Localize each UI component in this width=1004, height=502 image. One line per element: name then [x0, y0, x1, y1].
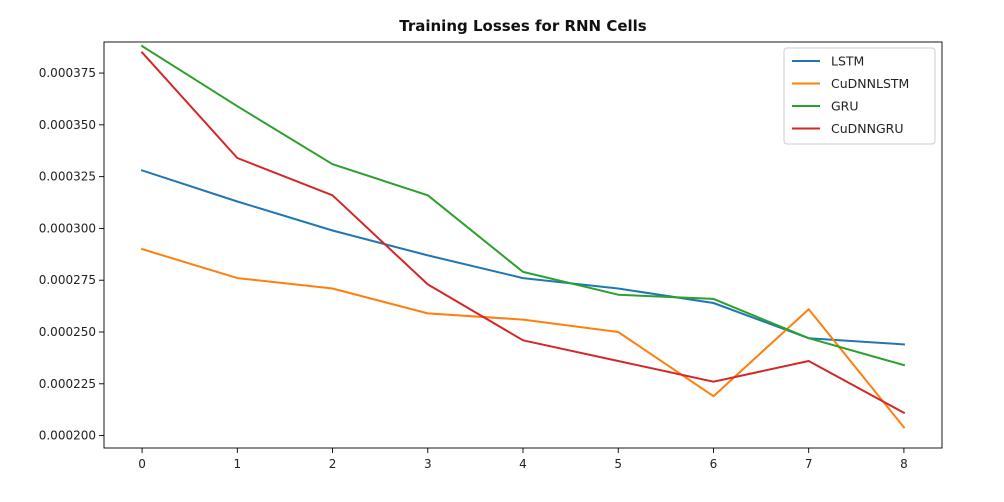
- x-tick-label: 8: [900, 457, 908, 471]
- legend-box: [783, 47, 936, 145]
- legend-label-lstm: LSTM: [831, 54, 864, 69]
- legend-label-cudnngru: CuDNNGRU: [831, 121, 904, 136]
- y-tick-label: 0.000200: [39, 429, 96, 443]
- legend-label-gru: GRU: [831, 99, 859, 114]
- y-axis: 0.000200 0.000225 0.000250 0.000275 0.000300…: [39, 66, 104, 443]
- y-tick-label: 0.000275: [39, 273, 96, 287]
- x-tick-label: 2: [329, 457, 337, 471]
- y-tick-label: 0.000325: [39, 170, 96, 184]
- y-tick-label: 0.000350: [39, 118, 96, 132]
- series-line-lstm: [140, 169, 905, 346]
- y-tick-label: 0.000375: [39, 66, 96, 80]
- legend-label-cudnnlstm: CuDNNLSTM: [831, 76, 909, 91]
- series-line-cudnngru: [140, 50, 906, 415]
- x-axis: 0 1 2 3 4 5 6 7 8: [138, 448, 908, 471]
- series-line-cudnnlstm: [140, 247, 906, 429]
- chart-title: Training Losses for RNN Cells: [399, 17, 647, 35]
- x-tick-label: 1: [233, 457, 241, 471]
- x-tick-label: 5: [614, 457, 622, 471]
- x-tick-label: 6: [710, 457, 718, 471]
- y-tick-label: 0.000225: [39, 377, 96, 391]
- y-tick-label: 0.000250: [39, 325, 96, 339]
- x-tick-label: 3: [424, 457, 432, 471]
- y-tick-label: 0.000300: [39, 221, 96, 235]
- legend: LSTM CuDNNLSTM GRU CuDNNGRU: [783, 47, 936, 145]
- x-tick-label: 0: [138, 457, 146, 471]
- series-line-gru: [140, 44, 906, 367]
- series-layer: [140, 44, 906, 429]
- x-tick-label: 4: [519, 457, 527, 471]
- x-tick-label: 7: [805, 457, 813, 471]
